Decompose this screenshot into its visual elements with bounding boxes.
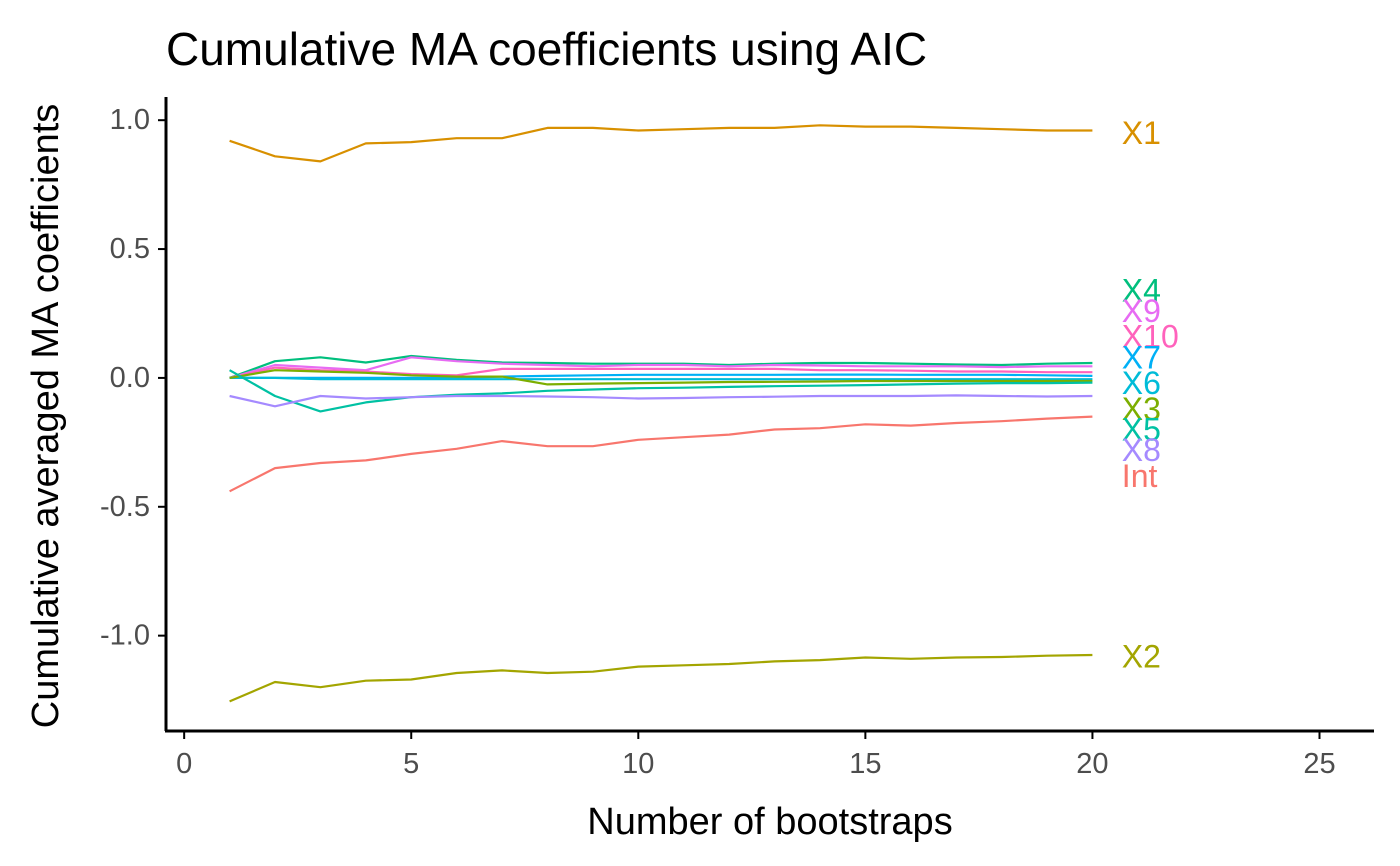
series-line-x9 bbox=[229, 356, 1093, 379]
series-line-x1 bbox=[229, 124, 1093, 163]
y-ticks: 1.0 0.5 0.0 -0.5 -1.0 bbox=[100, 104, 166, 652]
y-tick-label: -0.5 bbox=[100, 491, 150, 523]
series-line-x8 bbox=[229, 394, 1093, 408]
series-label-x1: X1 bbox=[1122, 115, 1161, 151]
series-line-x6 bbox=[229, 376, 1093, 381]
y-axis-title: Cumulative averaged MA coefficients bbox=[25, 104, 67, 729]
series-line-x4 bbox=[229, 354, 1093, 379]
chart-title: Cumulative MA coefficients using AIC bbox=[166, 23, 927, 75]
x-tick-label: 20 bbox=[1076, 748, 1108, 780]
series-line-int bbox=[229, 415, 1093, 493]
series-label-x4: X4 bbox=[1122, 272, 1161, 308]
series-line-x5 bbox=[229, 369, 1093, 413]
series-label-x9: X9 bbox=[1122, 293, 1161, 329]
y-tick-label: 0.0 bbox=[110, 362, 150, 394]
x-tick-label: 10 bbox=[622, 748, 654, 780]
series-line-x7 bbox=[229, 373, 1093, 379]
series-label-x3: X3 bbox=[1122, 391, 1161, 427]
series-label-x7: X7 bbox=[1122, 339, 1161, 375]
x-tick-label: 0 bbox=[176, 748, 192, 780]
x-tick-label: 15 bbox=[849, 748, 881, 780]
series-label-x6: X6 bbox=[1122, 365, 1161, 401]
series-label-x2: X2 bbox=[1122, 638, 1161, 674]
series-label-int: Int bbox=[1122, 458, 1158, 494]
x-tick-label: 25 bbox=[1303, 748, 1335, 780]
series-layer bbox=[229, 124, 1093, 703]
axes bbox=[164, 97, 1374, 733]
y-tick-label: 1.0 bbox=[110, 104, 150, 136]
x-tick-label: 5 bbox=[403, 748, 419, 780]
series-line-x10 bbox=[229, 366, 1093, 379]
series-label-x5: X5 bbox=[1122, 412, 1161, 448]
series-label-x8: X8 bbox=[1122, 432, 1161, 468]
y-tick-label: -1.0 bbox=[100, 620, 150, 652]
series-label-x10: X10 bbox=[1122, 319, 1179, 355]
series-line-x3 bbox=[229, 369, 1093, 386]
y-tick-label: 0.5 bbox=[110, 233, 150, 265]
x-axis-title: Number of bootstraps bbox=[587, 801, 952, 843]
x-ticks: 0 5 10 15 20 25 bbox=[176, 731, 1336, 780]
series-line-x2 bbox=[229, 653, 1093, 703]
